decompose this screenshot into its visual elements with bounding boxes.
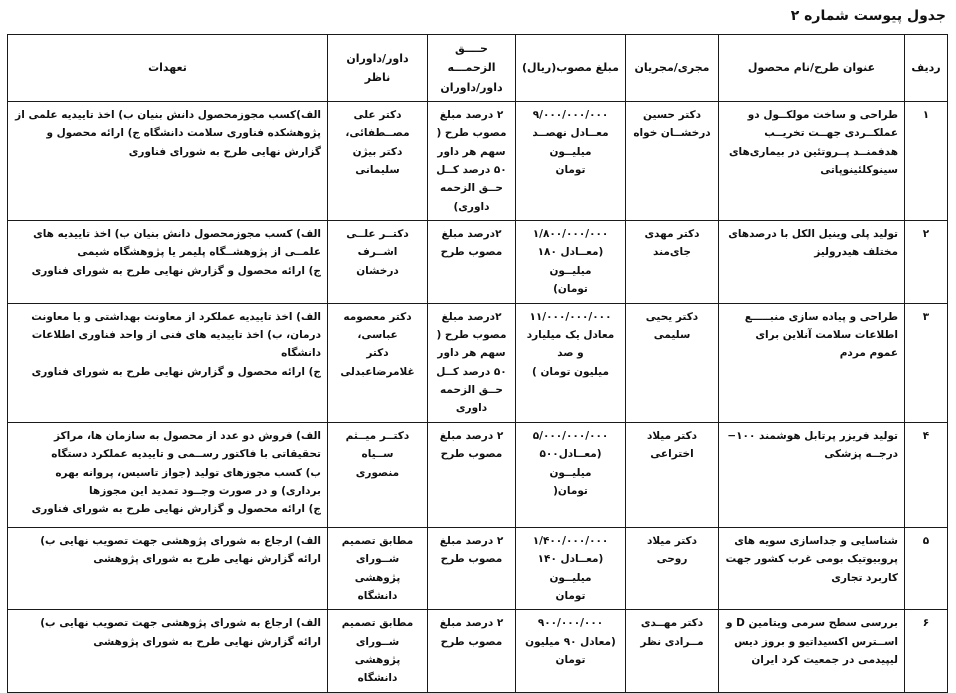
cell-referee-fee: ۲ درصد مبلغ مصوب طرح ( سهم هر داور ۵۰ در…: [427, 100, 516, 222]
page-title: جدول پیوست شماره ۲: [790, 8, 946, 24]
cell-row-no: ۳: [904, 302, 948, 423]
cell-approved-amount: ۱۱/۰۰۰/۰۰۰/۰۰۰ معادل یک میلیارد و صد میل…: [515, 302, 626, 423]
table-row: ۱ طراحی و ساخت مولکــول دو عملکــردی جهـ…: [7, 100, 948, 222]
cell-approved-amount: ۹۰۰/۰۰۰/۰۰۰ (معادل ۹۰ میلیون تومان: [515, 609, 626, 693]
cell-row-no: ۵: [904, 526, 948, 611]
cell-referee-fee: ۲درصد مبلغ مصوب طرح ( سهم هر داور ۵۰ درص…: [427, 302, 516, 423]
table-row: ۳ طراحی و پیاده سازی منبـــــع اطلاعات س…: [7, 302, 948, 423]
cell-supervising-referees: مطابق تصمیم شــورای پژوهشی دانشگاه: [327, 609, 428, 693]
cell-approved-amount: ۹/۰۰۰/۰۰۰/۰۰۰ معــادل نهصــد میلیــون تو…: [515, 100, 626, 222]
cell-project-title: شناسایی و جداسازی سویه های پروبیوتیک بوم…: [718, 526, 905, 611]
table-row: ۲ تولید پلی وینیل الکل با درصدهای مختلف …: [7, 220, 948, 304]
cell-project-title: تولید پلی وینیل الکل با درصدهای مختلف هی…: [718, 220, 905, 304]
cell-supervising-referees: دکتــر علــی اشــرف درخشان: [327, 220, 428, 304]
cell-referee-fee: ۲درصد مبلغ مصوب طرح: [427, 220, 516, 304]
cell-executor: دکتر مهدی جای‌مند: [625, 220, 719, 304]
cell-approved-amount: ۱/۸۰۰/۰۰۰/۰۰۰ (معــادل ۱۸۰ میلیــون توما…: [515, 220, 626, 304]
cell-executor: دکتر مهــدی مــرادی نظر: [625, 609, 719, 693]
col-header-row-no: ردیف: [904, 34, 948, 102]
table-row: ۵ شناسایی و جداسازی سویه های پروبیوتیک ب…: [7, 526, 948, 611]
cell-referee-fee: ۲ درصد مبلغ مصوب طرح: [427, 421, 516, 528]
cell-approved-amount: ۱/۴۰۰/۰۰۰/۰۰۰ (معــادل ۱۴۰ میلیــون توما…: [515, 526, 626, 611]
cell-project-title: بررسی سطح سرمی ویتامین D و اســترس اکسید…: [718, 609, 905, 693]
col-header-amount: مبلغ مصوب(ریال): [515, 34, 626, 102]
cell-commitments: الف) ارجاع به شورای پژوهشی جهت تصویب نها…: [7, 609, 328, 693]
table-header-row: ردیف عنوان طرح/نام محصول مجری/مجریان مبل…: [7, 34, 948, 102]
cell-supervising-referees: دکتر معصومه عباسی، دکتر غلامرضاعبدلی: [327, 302, 428, 423]
col-header-supervising-referees: داور/داوران ناظر: [327, 34, 428, 102]
cell-project-title: تولید فریزر پرتابل هوشمند ۱۰۰− درجــه پز…: [718, 421, 905, 528]
cell-executor: دکتر حسین درخشــان خواه: [625, 100, 719, 222]
col-header-title: عنوان طرح/نام محصول: [718, 34, 905, 102]
cell-approved-amount: ۵/۰۰۰/۰۰۰/۰۰۰ (معــادل۵۰۰ میلیــون تومان…: [515, 421, 626, 528]
cell-row-no: ۶: [904, 609, 948, 693]
cell-executor: دکتر یحیی سلیمی: [625, 302, 719, 423]
col-header-commitments: تعهدات: [7, 34, 328, 102]
col-header-referee-fee: حــــق الزحمـــه داور/داوران: [427, 34, 516, 102]
cell-row-no: ۲: [904, 220, 948, 304]
col-header-executor: مجری/مجریان: [625, 34, 719, 102]
cell-commitments: الف) اخذ تاییدیه عملکرد از معاونت بهداشت…: [7, 302, 328, 423]
cell-commitments: الف) کسب مجوزمحصول دانش بنیان ب) اخذ تای…: [7, 220, 328, 304]
cell-commitments: الف)کسب مجوزمحصول دانش بنیان ب) اخذ تایی…: [7, 100, 328, 222]
cell-row-no: ۴: [904, 421, 948, 528]
cell-supervising-referees: دکتــر میــثم ســیاه منصوری: [327, 421, 428, 528]
table-row: ۴ تولید فریزر پرتابل هوشمند ۱۰۰− درجــه …: [7, 421, 948, 528]
cell-commitments: الف) فروش دو عدد از محصول به سازمان ها، …: [7, 421, 328, 528]
cell-referee-fee: ۲ درصد مبلغ مصوب طرح: [427, 526, 516, 611]
cell-supervising-referees: مطابق تصمیم شــورای پژوهشی دانشگاه: [327, 526, 428, 611]
cell-row-no: ۱: [904, 100, 948, 222]
cell-executor: دکتر میلاد اختراعی: [625, 421, 719, 528]
cell-project-title: طراحی و پیاده سازی منبـــــع اطلاعات سلا…: [718, 302, 905, 423]
cell-referee-fee: ۲ درصد مبلغ مصوب طرح: [427, 609, 516, 693]
cell-supervising-referees: دکتر علی مصــطفائی، دکتر بیژن سلیمانی: [327, 100, 428, 222]
cell-project-title: طراحی و ساخت مولکــول دو عملکــردی جهــت…: [718, 100, 905, 222]
cell-executor: دکتر میلاد روحی: [625, 526, 719, 611]
cell-commitments: الف) ارجاع به شورای پژوهشی جهت تصویب نها…: [7, 526, 328, 611]
appendix-table: ردیف عنوان طرح/نام محصول مجری/مجریان مبل…: [7, 34, 948, 693]
table-row: ۶ بررسی سطح سرمی ویتامین D و اســترس اکس…: [7, 609, 948, 693]
